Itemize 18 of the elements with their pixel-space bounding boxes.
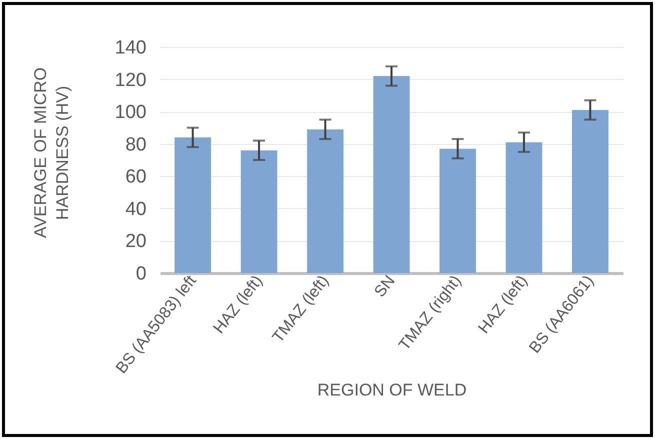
y-tick-label: 100 <box>114 102 146 124</box>
y-tick-label: 40 <box>125 198 146 220</box>
bar <box>373 76 410 273</box>
bar <box>572 110 608 273</box>
y-axis-title: AVERAGE OF MICRO HARDNESS (HV) <box>30 66 73 240</box>
bar <box>440 148 476 273</box>
y-tick-label: 0 <box>136 264 146 284</box>
x-axis-title: REGION OF WELD <box>317 380 467 400</box>
bar <box>506 142 542 273</box>
y-tick-label: 140 <box>114 38 146 58</box>
y-tick-label: 120 <box>114 70 146 91</box>
y-tick-label: 60 <box>125 166 146 188</box>
y-tick-label: 20 <box>125 231 146 252</box>
bar <box>174 137 212 273</box>
bar <box>240 150 278 273</box>
x-tick-label: SN <box>372 272 399 301</box>
bar <box>307 129 344 273</box>
y-tick-label: 80 <box>125 134 146 156</box>
